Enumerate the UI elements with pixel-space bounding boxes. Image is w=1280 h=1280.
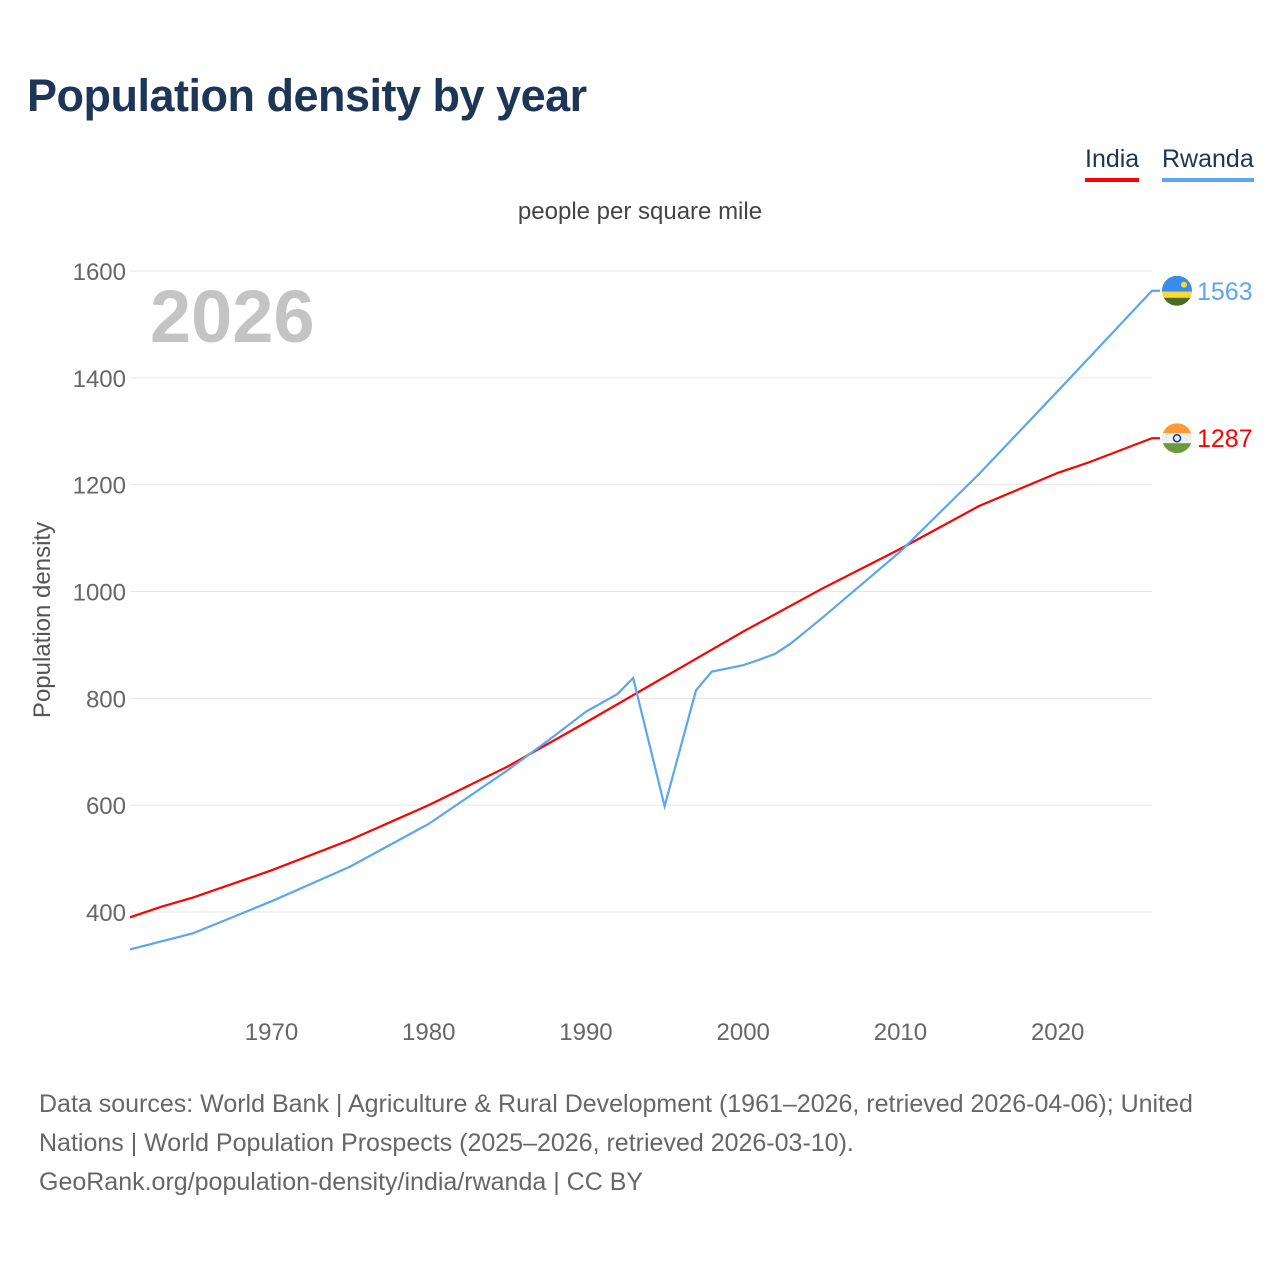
india-flag-icon (1162, 423, 1192, 454)
y-tick-label: 400 (86, 900, 126, 927)
y-axis-label: Population density (29, 522, 56, 718)
y-tick-label: 800 (86, 686, 126, 713)
chart-subtitle: people per square mile (517, 198, 763, 225)
x-tick-label: 1990 (559, 1019, 612, 1046)
end-label-rwanda: 1563 (1197, 278, 1253, 306)
source-link[interactable]: GeoRank.org/population-density/india/rwa… (39, 1168, 644, 1196)
series-line-india[interactable] (129, 437, 1160, 919)
y-tick-label: 1200 (73, 473, 126, 500)
legend-rwanda[interactable]: Rwanda (1162, 145, 1254, 182)
x-tick-label: 2000 (717, 1019, 770, 1046)
x-tick-label: 1980 (402, 1019, 455, 1046)
x-tick-label: 2020 (1031, 1019, 1084, 1046)
series-line-rwanda[interactable] (129, 289, 1160, 951)
end-label-india: 1287 (1197, 425, 1253, 453)
y-tick-label: 1000 (73, 580, 126, 607)
x-tick-label: 2010 (874, 1019, 927, 1046)
y-tick-label: 600 (86, 793, 126, 820)
source-text: Data sources: World Bank | Agriculture &… (39, 1090, 1193, 1157)
chart-title: Population density by year (27, 70, 587, 121)
y-tick-label: 1600 (73, 259, 126, 286)
source-note: Data sources: World Bank | Agriculture &… (39, 1085, 1249, 1202)
legend-india[interactable]: India (1085, 145, 1140, 182)
rwanda-flag-icon (1162, 275, 1192, 306)
year-label: 2026 (150, 275, 315, 358)
x-tick-label: 1970 (245, 1019, 298, 1046)
y-tick-label: 1400 (73, 366, 126, 393)
